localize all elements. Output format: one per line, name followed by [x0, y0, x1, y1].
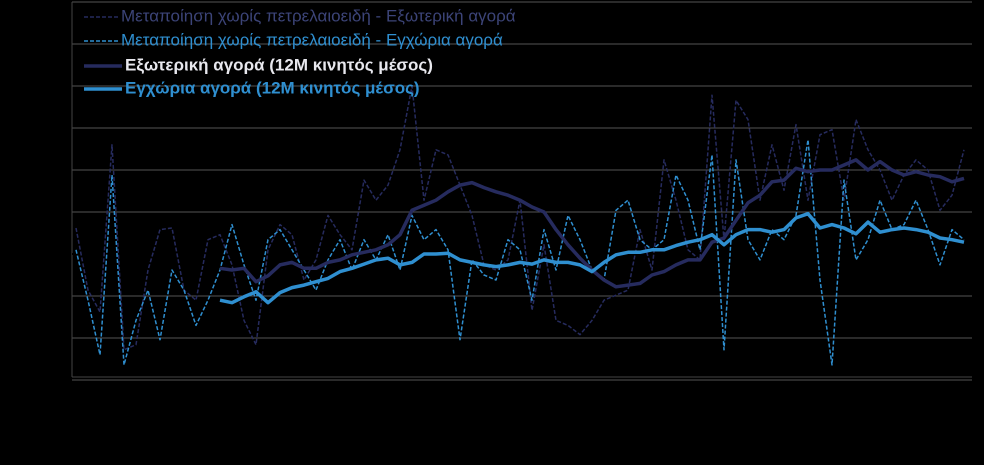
series-line: [75, 85, 965, 351]
y-tick-label: -15: [39, 369, 64, 388]
y-tick-label: 5: [55, 201, 64, 220]
y-tick-label: -5: [49, 285, 64, 304]
series-line: [219, 211, 965, 305]
legend-label: Μεταποίηση χωρίς πετρελαιοειδή - Εξωτερι…: [121, 6, 516, 25]
y-tick-label: -10: [39, 327, 64, 346]
y-tick-label: 15: [45, 117, 64, 136]
y-tick-label: 0: [55, 243, 64, 262]
y-tick-label: 20: [45, 75, 64, 94]
series-line: [219, 158, 965, 289]
y-tick-label: 10: [45, 159, 64, 178]
y-tick-label: 25: [45, 33, 64, 52]
y-tick-label: 30: [45, 0, 64, 10]
legend-label: Εξωτερική αγορά (12M κινητός μέσος): [125, 55, 433, 74]
series-line: [75, 139, 965, 366]
legend-label: Μεταποίηση χωρίς πετρελαιοειδή - Εγχώρια…: [121, 30, 503, 49]
legend-label: Εγχώρια αγορά (12M κινητός μέσος): [125, 78, 420, 97]
